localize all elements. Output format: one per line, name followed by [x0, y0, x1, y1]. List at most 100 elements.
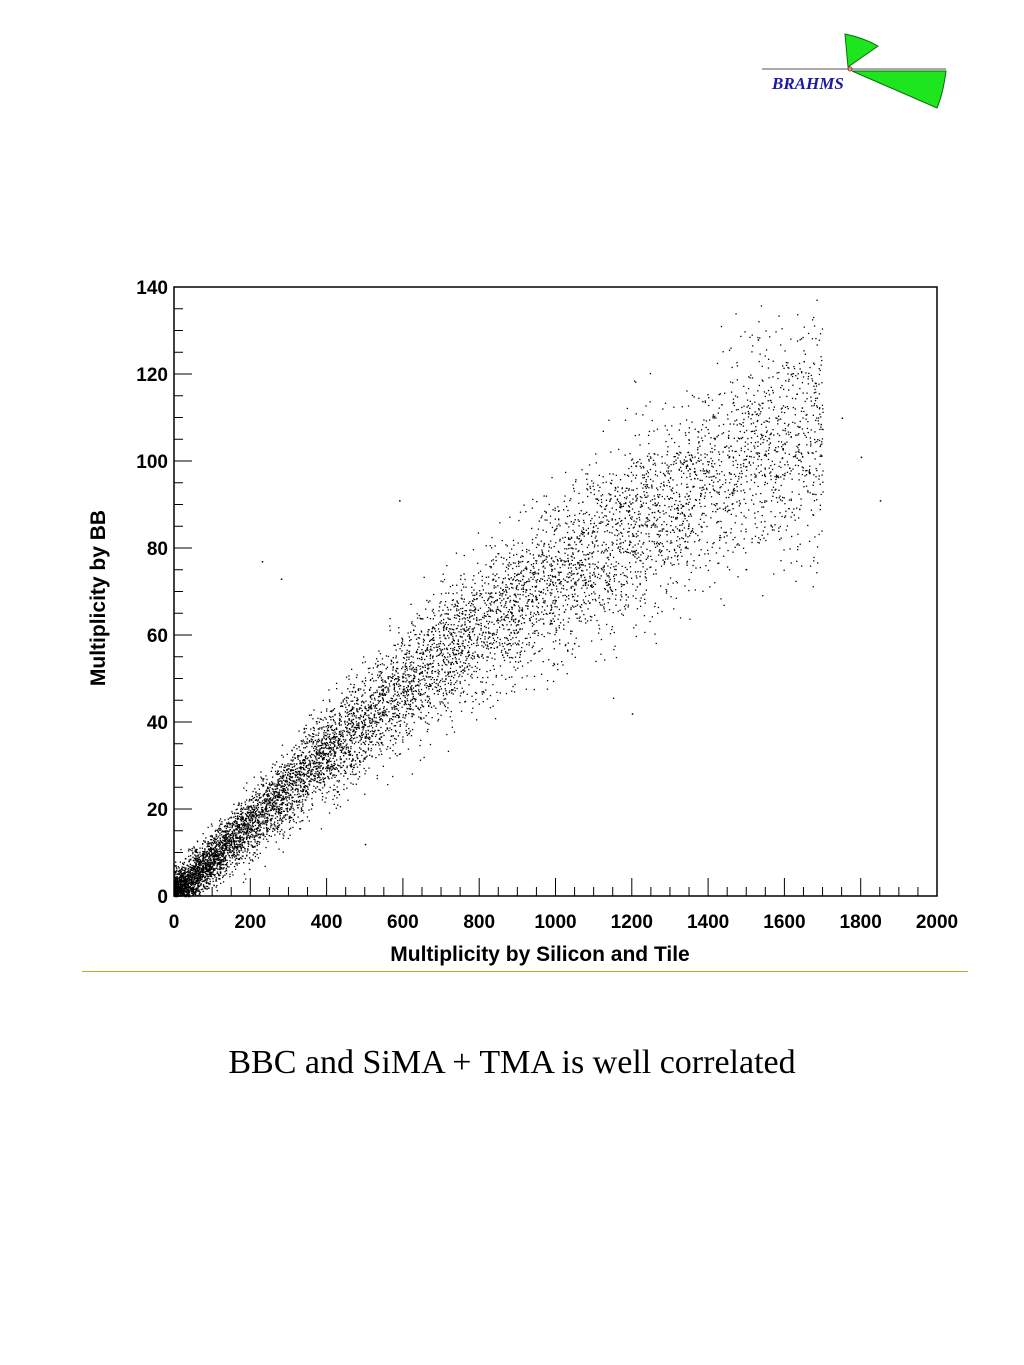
scatter-point: [546, 579, 549, 581]
scatter-point: [716, 522, 718, 524]
scatter-point: [329, 768, 331, 770]
scatter-point: [492, 637, 494, 639]
scatter-point: [443, 698, 445, 700]
scatter-point: [255, 807, 257, 809]
scatter-point: [424, 699, 427, 701]
scatter-point: [262, 833, 264, 835]
scatter-point: [820, 493, 822, 496]
scatter-point: [659, 505, 661, 507]
scatter-point: [468, 633, 470, 636]
scatter-point: [764, 467, 766, 469]
scatter-point: [558, 625, 560, 627]
scatter-point: [414, 671, 416, 673]
scatter-point: [187, 868, 189, 870]
scatter-point: [345, 748, 347, 750]
scatter-point: [546, 556, 548, 558]
scatter-point: [821, 328, 824, 330]
scatter-point: [187, 893, 189, 895]
scatter-point: [474, 594, 476, 596]
scatter-point: [299, 801, 301, 803]
scatter-point: [589, 563, 591, 565]
scatter-point: [818, 475, 820, 477]
scatter-point: [476, 598, 478, 600]
scatter-point: [340, 744, 342, 746]
scatter-point: [227, 818, 229, 820]
scatter-point: [353, 712, 355, 715]
scatter-point: [697, 449, 699, 451]
scatter-point: [198, 882, 200, 884]
scatter-point: [717, 412, 719, 414]
scatter-point: [317, 752, 319, 754]
scatter-point: [639, 513, 641, 515]
scatter-point: [450, 628, 452, 630]
scatter-point: [535, 572, 537, 575]
scatter-point: [254, 852, 256, 854]
scatter-point: [238, 851, 240, 854]
scatter-point: [338, 722, 341, 724]
scatter-point: [642, 502, 645, 504]
scatter-point: [689, 490, 692, 493]
scatter-point: [687, 503, 689, 505]
scatter-point: [662, 510, 664, 512]
scatter-point: [453, 639, 455, 641]
scatter-point: [199, 855, 202, 857]
scatter-point: [657, 612, 659, 614]
scatter-point: [784, 464, 786, 466]
scatter-point: [340, 740, 342, 742]
scatter-point: [492, 705, 494, 707]
scatter-point: [185, 883, 187, 885]
scatter-point: [661, 462, 663, 464]
scatter-point: [688, 427, 690, 429]
scatter-point: [540, 540, 542, 542]
scatter-point: [699, 518, 702, 520]
scatter-point: [634, 544, 636, 546]
scatter-point: [541, 673, 543, 675]
scatter-point: [180, 870, 182, 873]
scatter-point: [437, 689, 439, 692]
scatter-point: [621, 487, 623, 489]
scatter-point: [453, 677, 455, 679]
scatter-point: [347, 751, 350, 753]
scatter-point: [662, 489, 664, 491]
scatter-point: [730, 513, 732, 515]
scatter-point: [483, 615, 485, 617]
scatter-point: [411, 699, 413, 701]
scatter-point: [712, 488, 714, 490]
scatter-point: [209, 883, 211, 885]
scatter-point: [668, 515, 670, 517]
scatter-point: [208, 868, 210, 870]
scatter-point: [434, 628, 436, 630]
scatter-point: [205, 863, 207, 865]
scatter-point: [397, 735, 400, 737]
scatter-point: [328, 689, 330, 691]
scatter-point: [206, 861, 208, 863]
scatter-point: [558, 579, 560, 581]
scatter-point: [225, 867, 227, 870]
scatter-point: [428, 667, 430, 669]
scatter-point: [329, 747, 331, 750]
scatter-point: [274, 796, 277, 798]
scatter-point: [286, 807, 289, 809]
scatter-point: [420, 707, 422, 709]
scatter-point: [727, 454, 729, 456]
scatter-point: [643, 467, 645, 469]
scatter-point: [394, 693, 396, 695]
scatter-point: [364, 722, 366, 724]
scatter-point: [611, 593, 614, 595]
scatter-point: [608, 583, 611, 586]
scatter-point: [462, 607, 464, 609]
scatter-point: [635, 561, 637, 563]
scatter-point: [375, 679, 377, 682]
scatter-point: [284, 780, 286, 782]
scatter-point: [631, 533, 634, 535]
scatter-point: [704, 453, 706, 455]
scatter-point: [751, 351, 753, 353]
scatter-point: [402, 666, 404, 668]
scatter-point: [281, 811, 283, 813]
scatter-point: [313, 763, 315, 765]
scatter-point: [610, 590, 613, 592]
scatter-point: [279, 811, 281, 813]
scatter-point: [646, 484, 649, 486]
scatter-point: [455, 653, 457, 655]
scatter-point: [766, 500, 768, 502]
